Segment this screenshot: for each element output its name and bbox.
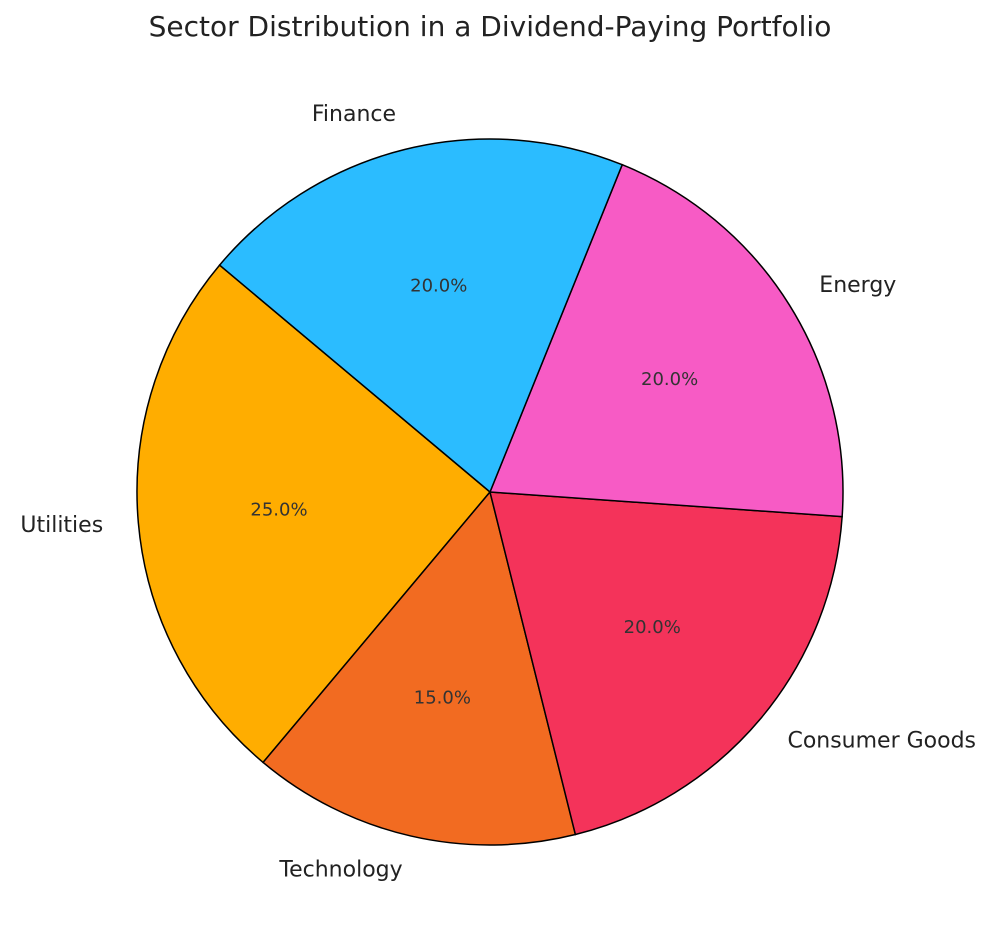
percent-label: 20.0% — [410, 275, 467, 296]
pie-slice — [488, 163, 844, 518]
slice-label: Consumer Goods — [787, 729, 976, 754]
slice-label: Energy — [819, 273, 896, 298]
slice-label: Finance — [312, 102, 396, 127]
percent-label: 20.0% — [624, 617, 681, 638]
pie-slice — [489, 491, 843, 836]
pie-slice — [136, 264, 492, 764]
slice-label: Utilities — [20, 513, 103, 538]
pie-slice — [262, 490, 577, 846]
percent-label: 15.0% — [414, 687, 471, 708]
chart-title: Sector Distribution in a Dividend-Paying… — [149, 10, 832, 43]
pie-slice — [218, 138, 624, 494]
percent-label: 25.0% — [250, 499, 307, 520]
percent-label: 20.0% — [641, 369, 698, 390]
slice-label: Technology — [278, 857, 402, 882]
